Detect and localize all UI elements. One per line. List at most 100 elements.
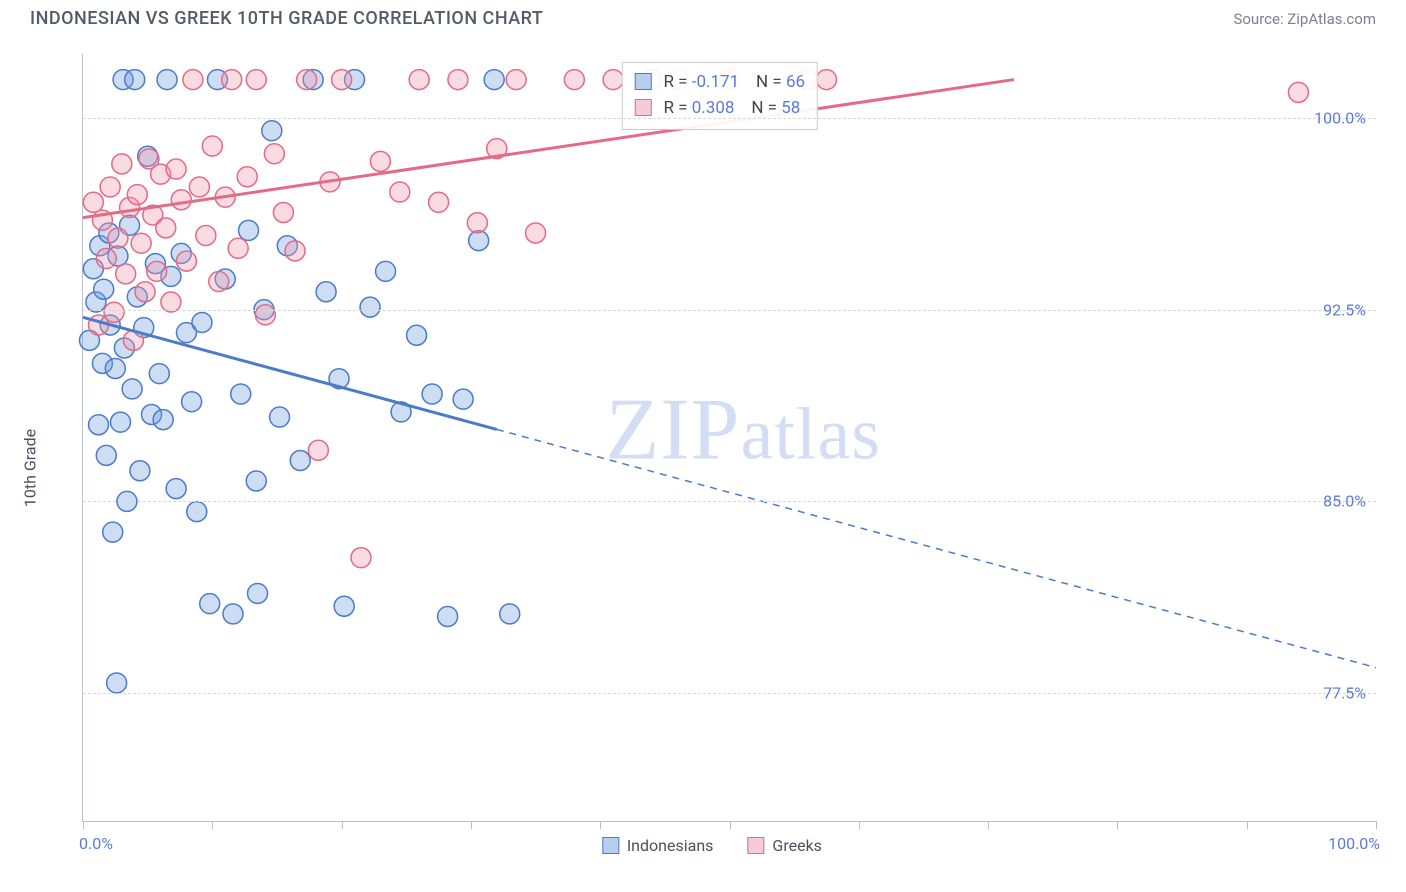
data-point <box>484 70 504 90</box>
data-point <box>96 445 116 465</box>
legend-item: Indonesians <box>602 836 714 855</box>
data-point <box>360 297 380 317</box>
stats-row-indonesians: R = -0.171 N = 66 <box>634 69 805 95</box>
swatch-icon <box>747 837 764 854</box>
data-point <box>264 144 284 164</box>
x-tick <box>600 821 601 829</box>
data-point <box>467 213 487 233</box>
x-tick <box>1247 821 1248 829</box>
source-attribution: Source: ZipAtlas.com <box>1233 10 1376 28</box>
r-value: 0.308 <box>692 98 735 118</box>
data-point <box>246 70 266 90</box>
trend-line-indonesians-extrapolated <box>497 429 1376 667</box>
data-point <box>196 226 216 246</box>
chart-title: INDONESIAN VS GREEK 10TH GRADE CORRELATI… <box>30 8 543 29</box>
data-point <box>125 70 145 90</box>
data-point <box>110 412 130 432</box>
x-tick <box>212 821 213 829</box>
data-point <box>200 594 220 614</box>
x-tick <box>730 821 731 829</box>
data-point <box>390 182 410 202</box>
correlation-stats-box: R = -0.171 N = 66 R = 0.308 N = 58 <box>621 62 818 130</box>
data-point <box>127 185 147 205</box>
data-point <box>273 203 293 223</box>
gridline <box>83 118 1376 119</box>
data-point <box>297 70 317 90</box>
data-point <box>116 264 136 284</box>
data-point <box>526 223 546 243</box>
data-point <box>407 325 427 345</box>
x-tick <box>1376 821 1377 829</box>
data-point <box>376 261 396 281</box>
swatch-icon <box>634 73 651 90</box>
data-point <box>308 440 328 460</box>
scatter-svg <box>83 54 1376 821</box>
gridline <box>83 501 1376 502</box>
data-point <box>246 471 266 491</box>
chart-area: 10th Grade ZIPatlas R = -0.171 N = 66 R … <box>30 44 1376 892</box>
data-point <box>228 238 248 258</box>
n-value: 58 <box>781 98 800 118</box>
data-point <box>105 358 125 378</box>
swatch-icon <box>634 99 651 116</box>
data-point <box>94 279 114 299</box>
swatch-icon <box>602 837 619 854</box>
data-point <box>290 451 310 471</box>
data-point <box>222 70 242 90</box>
data-point <box>506 70 526 90</box>
data-point <box>237 167 257 187</box>
data-point <box>149 364 169 384</box>
x-axis-max-label: 100.0% <box>1328 834 1380 853</box>
data-point <box>96 249 116 269</box>
data-point <box>157 70 177 90</box>
data-point <box>448 70 468 90</box>
data-point <box>239 220 259 240</box>
data-point <box>469 231 489 251</box>
data-point <box>351 548 371 568</box>
data-point <box>500 604 520 624</box>
legend: Indonesians Greeks <box>602 836 822 855</box>
data-point <box>334 596 354 616</box>
x-tick <box>83 821 84 829</box>
data-point <box>153 410 173 430</box>
data-point <box>189 177 209 197</box>
data-point <box>147 261 167 281</box>
data-point <box>156 218 176 238</box>
data-point <box>285 241 305 261</box>
data-point <box>166 159 186 179</box>
data-point <box>332 70 352 90</box>
data-point <box>107 673 127 693</box>
data-point <box>187 502 207 522</box>
data-point <box>112 154 132 174</box>
data-point <box>89 415 109 435</box>
data-point <box>166 479 186 499</box>
data-point <box>130 461 150 481</box>
data-point <box>83 192 103 212</box>
data-point <box>103 522 123 542</box>
data-point <box>1288 82 1308 102</box>
legend-item: Greeks <box>747 836 822 855</box>
data-point <box>192 312 212 332</box>
data-point <box>100 177 120 197</box>
gridline <box>83 310 1376 311</box>
data-point <box>564 70 584 90</box>
data-point <box>255 305 275 325</box>
x-axis-min-label: 0.0% <box>79 834 113 853</box>
x-tick <box>342 821 343 829</box>
data-point <box>223 604 243 624</box>
y-tick-label: 77.5% <box>1323 684 1366 703</box>
x-tick <box>471 821 472 829</box>
data-point <box>202 136 222 156</box>
data-point <box>209 272 229 292</box>
n-value: 66 <box>786 72 805 92</box>
y-tick-label: 100.0% <box>1314 108 1366 127</box>
data-point <box>270 407 290 427</box>
data-point <box>131 233 151 253</box>
data-point <box>453 389 473 409</box>
data-point <box>603 70 623 90</box>
gridline <box>83 693 1376 694</box>
data-point <box>816 70 836 90</box>
data-point <box>135 282 155 302</box>
data-point <box>409 70 429 90</box>
data-point <box>370 151 390 171</box>
